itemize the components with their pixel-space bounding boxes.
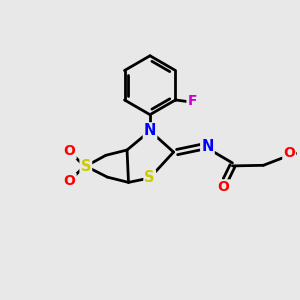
Text: O: O — [218, 180, 230, 194]
Text: F: F — [188, 94, 197, 108]
Text: N: N — [144, 123, 156, 138]
Text: O: O — [64, 174, 76, 188]
Text: N: N — [201, 139, 214, 154]
Text: S: S — [145, 170, 155, 185]
Text: O: O — [64, 145, 76, 158]
Text: S: S — [81, 159, 91, 174]
Text: O: O — [283, 146, 295, 160]
